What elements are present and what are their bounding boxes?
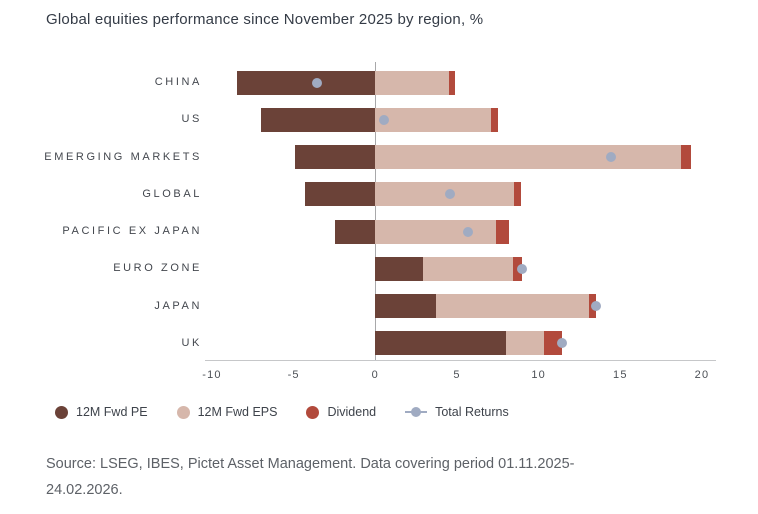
x-tick-label: 0 (371, 369, 379, 381)
bar-segment-12m-fwd-eps (375, 107, 492, 132)
bar-segment-12m-fwd-pe (375, 331, 506, 356)
bar-segment-12m-fwd-pe (295, 145, 376, 169)
legend-label: Dividend (327, 405, 377, 419)
x-tick-label: 20 (694, 369, 710, 381)
pe-swatch-icon (55, 405, 68, 419)
total-returns-dot (311, 77, 322, 88)
bar-segment-12m-fwd-pe (261, 107, 376, 132)
legend-item-12m-fwd-pe: 12M Fwd PE (55, 405, 148, 419)
total-returns-dot (556, 338, 567, 349)
legend-label: 12M Fwd EPS (197, 405, 278, 419)
bar-segment-12m-fwd-eps (506, 331, 544, 356)
bar-segment-dividend (514, 182, 521, 207)
category-label-global: GLOBAL (142, 187, 202, 200)
chart-legend: 12M Fwd PE 12M Fwd EPS Dividend Total Re… (55, 403, 509, 421)
dividend-swatch-icon (306, 405, 320, 419)
bar-segment-12m-fwd-eps (375, 219, 497, 244)
total-returns-dot (378, 114, 389, 125)
source-line-2: 24.02.2026. (46, 482, 123, 498)
category-label-uk: UK (181, 336, 202, 349)
bar-segment-12m-fwd-pe (334, 219, 376, 244)
total-returns-dot-icon (411, 407, 422, 417)
chart-title: Global equities performance since Novemb… (46, 11, 484, 28)
zero-gridline (374, 62, 376, 360)
bar-segment-12m-fwd-pe (236, 70, 376, 95)
total-returns-dot (590, 301, 601, 311)
bar-segment-dividend (680, 145, 691, 169)
source-line-1: Source: LSEG, IBES, Pictet Asset Managem… (46, 456, 575, 472)
total-returns-marker-icon (405, 407, 428, 417)
legend-label: Total Returns (435, 405, 509, 419)
total-returns-dot (517, 263, 528, 274)
source-note: Source: LSEG, IBES, Pictet Asset Managem… (46, 451, 726, 503)
x-tick-label: 15 (613, 369, 628, 381)
total-returns-dot (605, 152, 616, 162)
legend-label: 12M Fwd PE (76, 405, 148, 419)
category-label-japan: JAPAN (154, 299, 202, 312)
bar-segment-dividend (496, 219, 510, 244)
bar-segment-dividend (491, 107, 498, 132)
x-tick-label: -5 (287, 369, 300, 381)
bar-segment-12m-fwd-eps (435, 294, 590, 318)
bar-segment-12m-fwd-pe (305, 182, 376, 207)
category-label-us: US (181, 113, 202, 126)
bar-segment-12m-fwd-pe (375, 294, 436, 318)
legend-item-12m-fwd-eps: 12M Fwd EPS (176, 405, 278, 419)
x-tick-label: 10 (531, 369, 546, 381)
category-label-china: CHINA (154, 76, 202, 88)
category-label-emerging-markets: EMERGING MARKETS (44, 150, 202, 163)
category-label-pacific-ex-japan: PACIFIC EX JAPAN (62, 225, 202, 237)
x-axis-line (205, 360, 716, 361)
bar-segment-dividend (543, 331, 562, 356)
bar-segment-12m-fwd-eps (375, 70, 449, 95)
bar-segment-dividend (448, 70, 456, 95)
eps-swatch-icon (176, 405, 190, 419)
bar-segment-12m-fwd-eps (422, 256, 513, 281)
total-returns-dot (463, 226, 474, 237)
bar-segment-12m-fwd-pe (375, 256, 423, 281)
total-returns-dot (445, 189, 456, 200)
category-label-euro-zone: EURO ZONE (113, 262, 202, 275)
bar-segment-12m-fwd-eps (375, 182, 515, 207)
x-tick-label: -10 (202, 369, 222, 381)
bar-segment-12m-fwd-eps (375, 145, 681, 169)
legend-item-total-returns: Total Returns (405, 405, 509, 419)
x-tick-label: 5 (453, 369, 461, 381)
legend-item-dividend: Dividend (306, 405, 376, 419)
